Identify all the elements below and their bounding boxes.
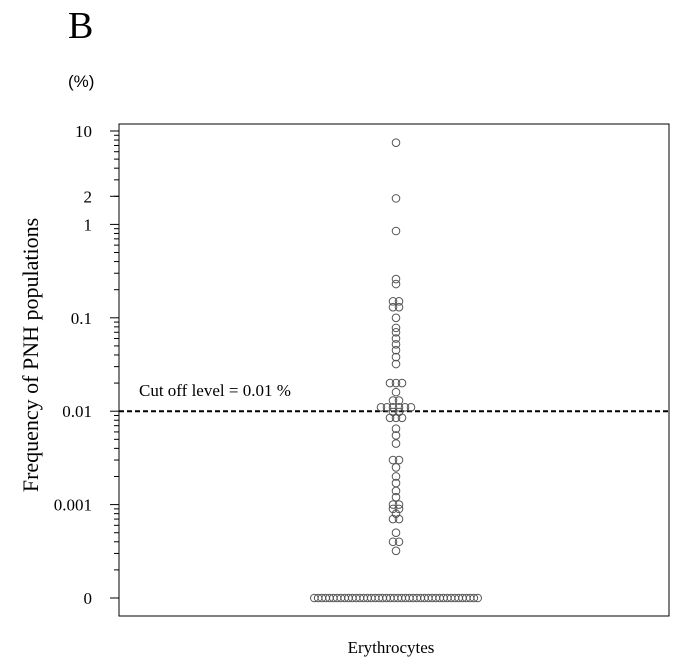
data-point <box>392 195 400 203</box>
data-points <box>311 139 482 602</box>
data-point <box>392 388 400 396</box>
y-tick-label: 0.001 <box>54 496 92 515</box>
y-tick-label: 2 <box>84 187 93 206</box>
data-point <box>392 464 400 472</box>
data-point <box>392 314 400 322</box>
y-tick-label: 0.1 <box>71 309 92 328</box>
data-point <box>392 227 400 235</box>
y-axis: 10 2 1 0.1 0.01 0.001 0 <box>54 122 119 608</box>
data-point <box>392 529 400 537</box>
y-axis-label: Frequency of PNH populations <box>18 218 43 492</box>
cutoff-label: Cut off level = 0.01 % <box>139 381 291 400</box>
unit-label: (%) <box>68 72 94 91</box>
data-point <box>392 440 400 448</box>
panel-letter: B <box>68 5 93 47</box>
y-tick-label: 0 <box>84 589 93 608</box>
data-point <box>392 139 400 147</box>
y-tick-label: 1 <box>84 215 93 234</box>
data-point <box>392 280 400 288</box>
y-tick-label: 0.01 <box>62 402 92 421</box>
plot-frame <box>119 124 669 616</box>
y-tick-label: 10 <box>75 122 92 141</box>
data-point <box>392 547 400 555</box>
x-axis-label: Erythrocytes <box>348 638 435 657</box>
data-point <box>392 360 400 368</box>
data-point <box>392 324 400 332</box>
